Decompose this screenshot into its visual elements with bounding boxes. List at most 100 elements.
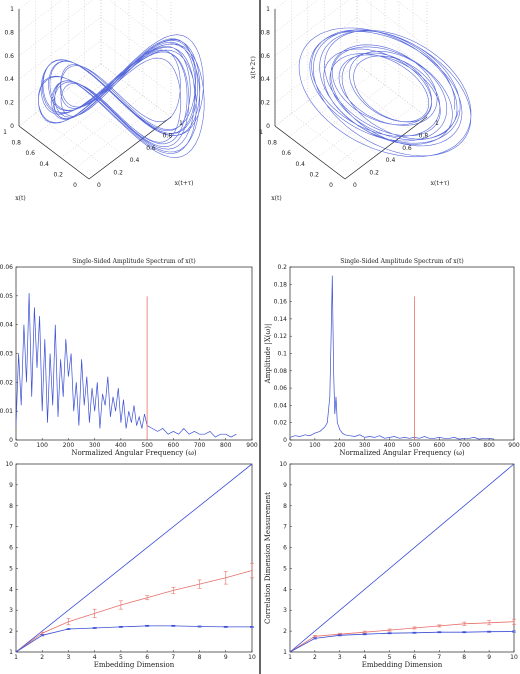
corr-right-xtick-label: 3 xyxy=(338,654,342,661)
spec-left-xtick-label: 600 xyxy=(168,442,180,449)
corr-right-ytick-label: 5 xyxy=(283,565,287,572)
corr-left-ytick-label: 2 xyxy=(9,628,13,635)
att-left-ztick-label: 1 xyxy=(10,6,14,13)
spec-left-xtick-label: 700 xyxy=(194,442,206,449)
corr-right-series-measured-blue xyxy=(289,631,515,653)
att-right-ytick-label: 0.2 xyxy=(369,170,379,177)
spec-right-ytick-label: 0.14 xyxy=(274,316,288,323)
corr-right-panel xyxy=(289,463,516,653)
corr-right-ytick-label: 9 xyxy=(283,482,287,489)
att-right-panel xyxy=(274,0,472,180)
att-left-ytick-label: 0.8 xyxy=(163,132,173,139)
corr-left-series-measured-blue xyxy=(15,625,252,653)
att-right-xtick-label: 0.4 xyxy=(295,161,305,168)
spec-right-ytick-label: 0 xyxy=(283,437,287,444)
att-right-grid-line xyxy=(274,63,358,127)
att-left-grid-line xyxy=(18,40,102,103)
corr-left-ytick-label: 9 xyxy=(9,482,13,489)
att-left-grid-line xyxy=(60,95,144,158)
att-right-grid-line xyxy=(274,0,350,56)
corr-right-ytick-label: 10 xyxy=(279,461,287,468)
spec-right-ytick-label: 0.08 xyxy=(274,368,288,375)
corr-right-xtick-label: 10 xyxy=(510,654,518,661)
spec-right-ytick-label: 0.06 xyxy=(274,385,288,392)
corr-left-xtick-label: 8 xyxy=(198,654,202,661)
att-right-axis-x xyxy=(274,125,346,180)
corr-left-xtick-label: 9 xyxy=(224,654,228,661)
spec-left-spectrum-line xyxy=(15,292,237,438)
spec-left-xtick-label: 200 xyxy=(63,442,75,449)
att-right-xtick-label: 0.8 xyxy=(267,140,277,147)
att-right-ztick-label: 0 xyxy=(266,123,270,130)
att-left-grid-line xyxy=(18,63,102,127)
corr-left-xlabel: Embedding Dimension xyxy=(94,661,175,669)
corr-left-ytick-label: 1 xyxy=(9,649,13,656)
att-right-ztick-label: 0.8 xyxy=(260,29,270,36)
corr-right-ytick-label: 2 xyxy=(283,628,287,635)
att-right-xtick-label: 0.6 xyxy=(281,150,291,157)
corr-left-ytick-label: 7 xyxy=(9,524,13,531)
spec-right-plot-frame xyxy=(289,266,515,441)
corr-right-ytick-label: 1 xyxy=(283,649,287,656)
corr-right-xtick-label: 1 xyxy=(288,654,292,661)
att-left-grid-line xyxy=(35,113,106,167)
spec-left-xtick-label: 300 xyxy=(89,442,101,449)
att-right-grid-line xyxy=(356,63,428,118)
corr-left-xtick-label: 10 xyxy=(248,654,256,661)
att-right-grid-line xyxy=(302,85,386,148)
spec-right-xtick-label: 400 xyxy=(384,442,396,449)
corr-right-xtick-label: 8 xyxy=(462,654,466,661)
corr-right-xtick-label: 7 xyxy=(437,654,441,661)
att-right-grid-line xyxy=(356,40,428,94)
att-left-grid-line xyxy=(18,17,102,80)
att-right-xtick-label: 1 xyxy=(259,129,263,136)
corr-right-xlabel: Embedding Dimension xyxy=(362,661,443,669)
corr-left-xtick-label: 1 xyxy=(14,654,18,661)
att-left-ztick-label: 0.4 xyxy=(4,76,14,83)
corr-right-xtick-label: 5 xyxy=(388,654,392,661)
spec-right-ylabel: Amplitude |X(ω)| xyxy=(264,324,272,385)
spec-left-ytick-label: 0.01 xyxy=(0,408,13,415)
spec-right-ytick-label: 0.16 xyxy=(274,299,288,306)
att-right-grid-line xyxy=(356,17,428,71)
spec-right-xtick-label: 0 xyxy=(288,442,292,449)
spec-left-xtick-label: 100 xyxy=(36,442,48,449)
att-left-ztick-label: 0.6 xyxy=(4,53,14,60)
att-left-ytick-label: 0.2 xyxy=(113,170,123,177)
spec-right-xtick-label: 200 xyxy=(334,442,346,449)
corr-right-xtick-label: 2 xyxy=(313,654,317,661)
corr-left-xtick-label: 2 xyxy=(40,654,44,661)
att-right-axis-y xyxy=(344,116,428,180)
att-right-grid-line xyxy=(316,95,400,158)
spec-left-plot-frame xyxy=(15,266,253,441)
att-left-ytick-label: 0.6 xyxy=(146,145,156,152)
corr-right-ytick-label: 3 xyxy=(283,607,287,614)
spec-left-xtick-label: 400 xyxy=(115,442,127,449)
spec-left-ytick-label: 0.02 xyxy=(0,379,13,386)
corr-right-xtick-label: 9 xyxy=(487,654,491,661)
spec-right-spectrum-line xyxy=(289,275,495,440)
spec-left-xtick-label: 500 xyxy=(141,442,153,449)
att-right-ylabel: x(t+τ) xyxy=(431,180,450,187)
corr-right-ytick-label: 7 xyxy=(283,524,287,531)
spec-left-ytick-label: 0.06 xyxy=(0,264,13,271)
corr-right-ytick-label: 8 xyxy=(283,503,287,510)
att-left-ztick-label: 0 xyxy=(10,123,14,130)
att-left-grid-line xyxy=(139,0,172,24)
corr-right-xtick-label: 4 xyxy=(363,654,367,661)
att-left-axis-x xyxy=(18,125,90,180)
spec-right-ytick-label: 0.02 xyxy=(274,420,288,427)
corr-right-ytick-label: 4 xyxy=(283,586,287,593)
att-left-grid-line xyxy=(46,85,130,148)
att-left-xtick-label: 0.6 xyxy=(25,150,35,157)
corr-left-ytick-label: 6 xyxy=(9,545,13,552)
att-right-ztick-label: 1 xyxy=(266,6,270,13)
corr-left-plot-frame xyxy=(15,463,253,653)
att-right-grid-line xyxy=(356,63,428,118)
corr-left-series-measured-red xyxy=(15,570,253,653)
att-left-ytick-label: 1 xyxy=(179,120,183,127)
att-left-xtick-label: 0.4 xyxy=(39,161,49,168)
spec-right-xtick-label: 600 xyxy=(434,442,446,449)
att-right-grid-line xyxy=(274,0,319,33)
spec-right-ytick-label: 0.04 xyxy=(274,402,288,409)
